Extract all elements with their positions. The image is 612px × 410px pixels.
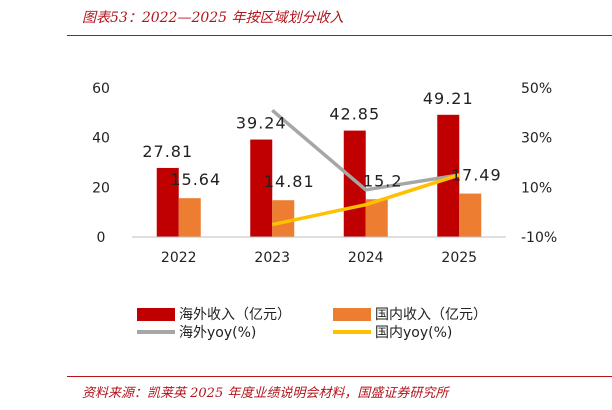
bar-domestic-2022 [178,198,201,237]
bar-domestic-2024 [365,199,388,237]
data-label-overseas-2023: 39.24 [236,114,287,133]
y-right-tick-label: 30% [521,131,552,147]
data-label-domestic-2025: 17.49 [451,166,502,185]
y-right-tick-label: 10% [521,180,552,196]
y-right-tick-label: -10% [521,230,557,246]
y-left-tick-label: 40 [92,131,110,147]
bar-domestic-2023 [272,200,295,237]
y-left-tick-label: 60 [92,81,110,97]
bar-overseas-2022 [156,167,179,237]
x-tick-label: 2024 [348,250,384,266]
data-label-overseas-2024: 42.85 [329,105,380,124]
data-label-domestic-2023: 14.81 [264,172,315,191]
bar-overseas-2024 [343,130,366,237]
line-domestic-yoy [271,173,460,227]
data-label-overseas-2022: 27.81 [142,142,193,161]
legend-overseas-revenue-label: 海外收入（亿元） [179,307,291,323]
data-label-overseas-2025: 49.21 [423,89,474,108]
data-label-domestic-2024: 15.2 [363,171,403,190]
legend-domestic-revenue-swatch [333,308,371,321]
data-label-domestic-2022: 15.64 [170,170,221,189]
line-overseas-yoy [271,109,460,192]
bar-domestic-2025 [459,193,482,237]
title-rule [67,35,612,36]
y-left-tick-label: 0 [97,230,106,246]
chart-title: 图表53：2022—2025 年按区域划分收入 [82,10,344,26]
y-right-tick-label: 50% [521,81,552,97]
source-rule [67,376,612,377]
bar-overseas-2023 [250,139,273,237]
legend-overseas-yoy-label: 海外yoy(%) [179,325,256,341]
legend-domestic-revenue-label: 国内收入（亿元） [375,307,487,323]
x-tick-label: 2022 [161,250,197,266]
legend-overseas-revenue-swatch [137,308,175,321]
legend-domestic-yoy-label: 国内yoy(%) [375,325,452,341]
y-left-tick-label: 20 [92,180,110,196]
x-tick-label: 2025 [441,250,477,266]
x-tick-label: 2023 [254,250,290,266]
source-note: 资料来源：凯莱英 2025 年度业绩说明会材料，国盛证券研究所 [82,386,449,401]
